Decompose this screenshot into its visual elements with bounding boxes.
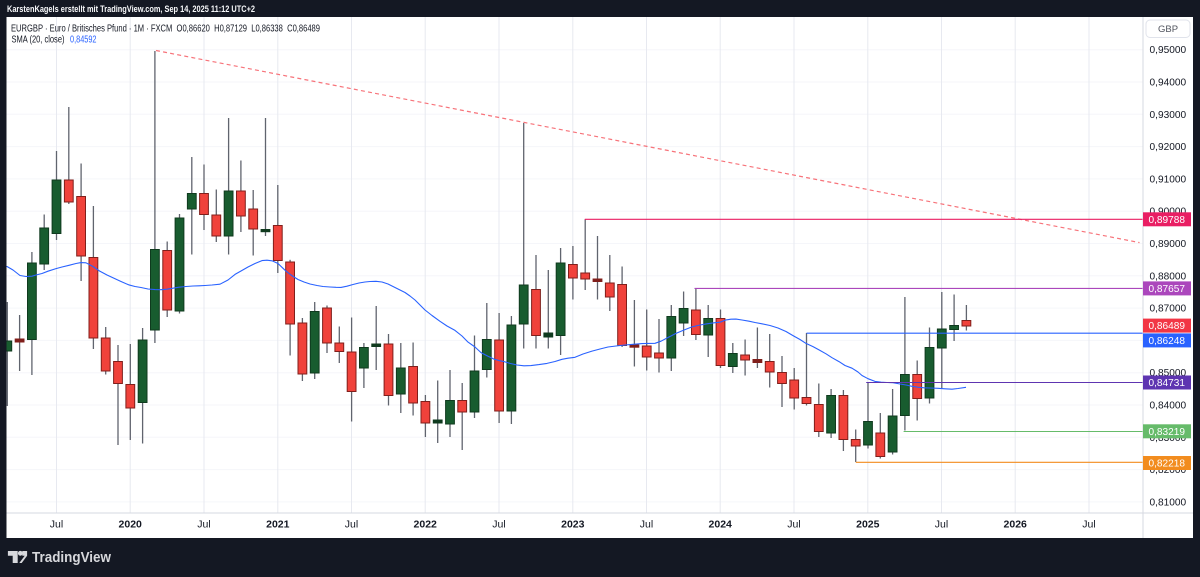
svg-text:2026: 2026 <box>1004 519 1028 531</box>
svg-text:2025: 2025 <box>856 519 880 531</box>
svg-text:Jul: Jul <box>935 519 948 531</box>
svg-text:0,89788: 0,89788 <box>1149 214 1186 226</box>
svg-text:0,87000: 0,87000 <box>1150 303 1187 315</box>
svg-text:0,89000: 0,89000 <box>1150 238 1187 250</box>
svg-text:0,82218: 0,82218 <box>1149 458 1186 470</box>
svg-text:Jul: Jul <box>50 519 63 531</box>
svg-text:GBP: GBP <box>1158 24 1178 35</box>
svg-text:0,84731: 0,84731 <box>1149 377 1186 389</box>
svg-text:0,84000: 0,84000 <box>1150 400 1187 412</box>
svg-text:0,95000: 0,95000 <box>1150 44 1187 56</box>
svg-text:Jul: Jul <box>492 519 505 531</box>
svg-text:0,94000: 0,94000 <box>1150 77 1187 89</box>
svg-text:Jul: Jul <box>1082 519 1095 531</box>
svg-text:TradingView: TradingView <box>32 550 112 566</box>
svg-text:0,83219: 0,83219 <box>1149 426 1186 438</box>
svg-text:EURGBP · Euro / Britisches Pfu: EURGBP · Euro / Britisches Pfund · 1M · … <box>11 24 320 35</box>
svg-text:Jul: Jul <box>787 519 800 531</box>
svg-text:Jul: Jul <box>640 519 653 531</box>
svg-text:0,84592: 0,84592 <box>70 35 97 46</box>
svg-text:0,81000: 0,81000 <box>1150 496 1187 508</box>
svg-text:0,87657: 0,87657 <box>1149 283 1186 295</box>
svg-text:SMA (20, close): SMA (20, close) <box>12 35 65 46</box>
svg-text:0,92000: 0,92000 <box>1150 141 1187 153</box>
svg-text:2021: 2021 <box>266 519 290 531</box>
svg-text:2023: 2023 <box>561 519 585 531</box>
svg-text:0,86489: 0,86489 <box>1149 320 1186 332</box>
svg-text:Jul: Jul <box>345 519 358 531</box>
svg-text:2022: 2022 <box>414 519 438 531</box>
svg-text:0,88000: 0,88000 <box>1150 270 1187 282</box>
svg-text:Jul: Jul <box>197 519 210 531</box>
svg-text:KarstenKagels erstellt mit Tra: KarstenKagels erstellt mit TradingView.c… <box>7 4 255 15</box>
svg-text:2020: 2020 <box>119 519 143 531</box>
svg-text:0,91000: 0,91000 <box>1150 173 1187 185</box>
svg-text:0,93000: 0,93000 <box>1150 109 1187 121</box>
svg-text:0,86248: 0,86248 <box>1149 335 1186 347</box>
svg-text:2024: 2024 <box>709 519 733 531</box>
